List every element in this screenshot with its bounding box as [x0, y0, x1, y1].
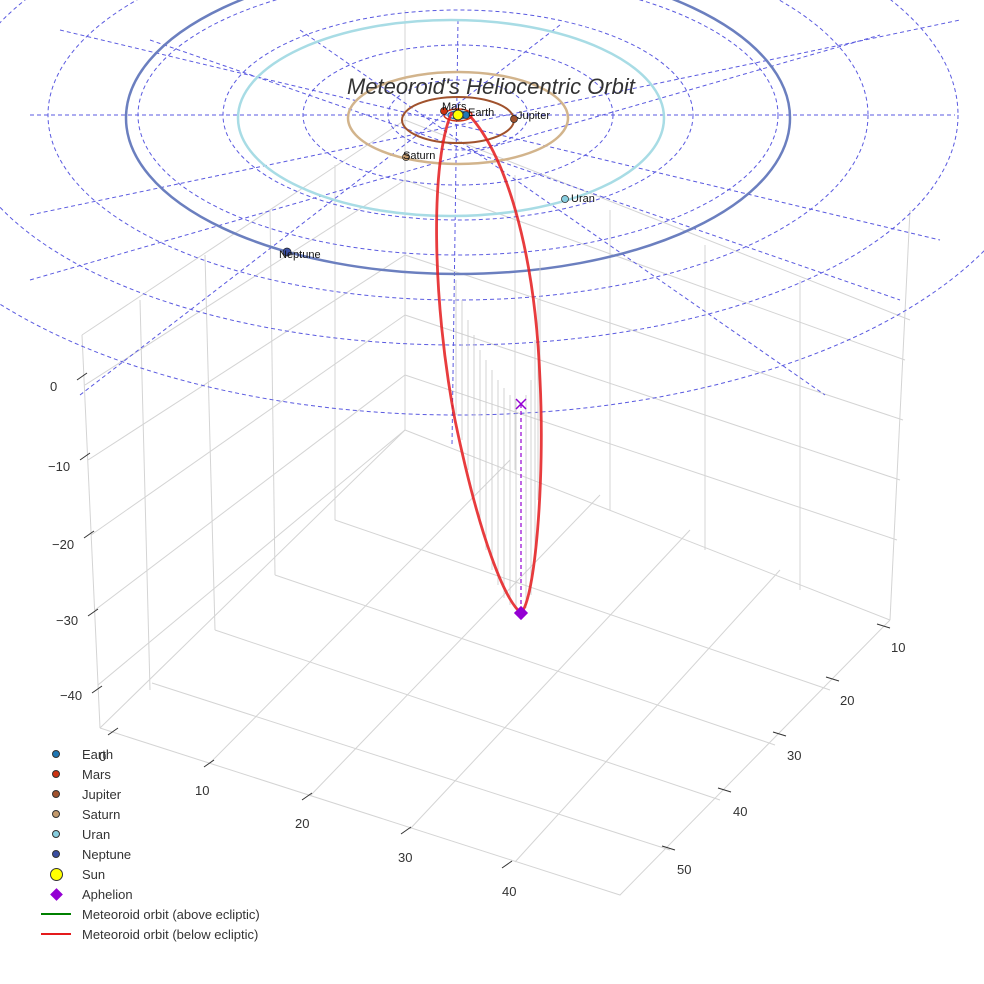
z-tick-4: −40	[60, 688, 83, 703]
axis-tick-marks	[76, 372, 891, 869]
mars-orbit	[443, 108, 473, 122]
red-line-icon	[41, 933, 71, 935]
y-tick-1: 20	[840, 693, 855, 708]
x-tick-3: 30	[398, 850, 413, 865]
label-neptune: Neptune	[279, 249, 321, 261]
x-tick-0: 0	[99, 749, 107, 764]
legend-label: Neptune	[82, 846, 132, 862]
legend-item-mars[interactable]: Mars	[38, 764, 260, 784]
legend-label: Jupiter	[82, 786, 122, 802]
label-mars: Mars	[442, 101, 467, 113]
legend-item-saturn[interactable]: Saturn	[38, 804, 260, 824]
legend-item-orbit-below[interactable]: Meteoroid orbit (below ecliptic)	[38, 924, 260, 944]
drop-lines	[455, 260, 541, 610]
legend-item-jupiter[interactable]: Jupiter	[38, 784, 260, 804]
legend-item-uran[interactable]: Uran	[38, 824, 260, 844]
x-tick-2: 20	[295, 816, 310, 831]
x-tick-4: 40	[502, 884, 517, 899]
z-tick-3: −30	[56, 613, 79, 628]
label-earth: Earth	[468, 107, 495, 119]
legend-item-neptune[interactable]: Neptune	[38, 844, 260, 864]
neptune-orbit	[124, 0, 792, 276]
y-tick-3: 40	[733, 804, 748, 819]
planet-mars-marker[interactable]	[440, 107, 448, 115]
diamond-icon	[49, 887, 63, 901]
uran-dot-icon	[52, 830, 60, 838]
planet-jupiter-marker[interactable]	[510, 115, 518, 123]
z-tick-1: −10	[48, 459, 71, 474]
earth-dot-icon	[52, 750, 60, 758]
planet-saturn-marker[interactable]	[402, 153, 410, 161]
legend-item-orbit-above[interactable]: Meteoroid orbit (above ecliptic)	[38, 904, 260, 924]
green-line-icon	[41, 913, 71, 915]
neptune-dot-icon	[52, 850, 60, 858]
x-tick-1: 10	[195, 783, 210, 798]
legend-label: Aphelion	[82, 886, 133, 902]
mars-dot-icon	[52, 770, 60, 778]
legend-label: Meteoroid orbit (below ecliptic)	[82, 926, 259, 942]
saturn-dot-icon	[52, 810, 60, 818]
chart-title: Meteoroid's Heliocentric Orbit	[347, 74, 635, 99]
z-tick-2: −20	[52, 537, 75, 552]
aphelion-marker[interactable]	[513, 605, 529, 621]
legend-item-sun[interactable]: Sun	[38, 864, 260, 884]
planet-orbits	[124, 0, 792, 276]
sun-marker[interactable]	[452, 109, 464, 121]
legend-label: Uran	[82, 826, 111, 842]
y-tick-2: 30	[787, 748, 802, 763]
legend-item-aphelion[interactable]: Aphelion	[38, 884, 260, 904]
legend-label: Mars	[82, 766, 111, 782]
z-tick-0: 0	[50, 379, 58, 394]
legend-label: Meteoroid orbit (above ecliptic)	[82, 906, 260, 922]
ecliptic-grid	[0, 0, 984, 446]
aphelion-projection-x-icon	[515, 398, 527, 410]
jupiter-dot-icon	[52, 790, 60, 798]
legend-label: Saturn	[82, 806, 121, 822]
saturn-orbit	[346, 70, 570, 166]
label-saturn: Saturn	[403, 150, 436, 162]
y-tick-4: 50	[677, 862, 692, 877]
legend-label: Earth	[82, 746, 114, 762]
uran-orbit	[236, 18, 666, 218]
label-jupiter: Jupiter	[517, 110, 551, 122]
axis-box-grid	[81, 10, 911, 896]
legend-label: Sun	[82, 866, 106, 882]
label-uran: Uran	[571, 193, 595, 205]
y-tick-0: 10	[891, 640, 906, 655]
sun-icon	[49, 867, 63, 881]
planet-uran-marker[interactable]	[561, 195, 569, 203]
legend-item-earth[interactable]: Earth	[38, 744, 260, 764]
planet-neptune-marker[interactable]	[282, 247, 292, 257]
legend: Earth Mars Jupiter Saturn Uran Neptune S…	[38, 744, 260, 944]
